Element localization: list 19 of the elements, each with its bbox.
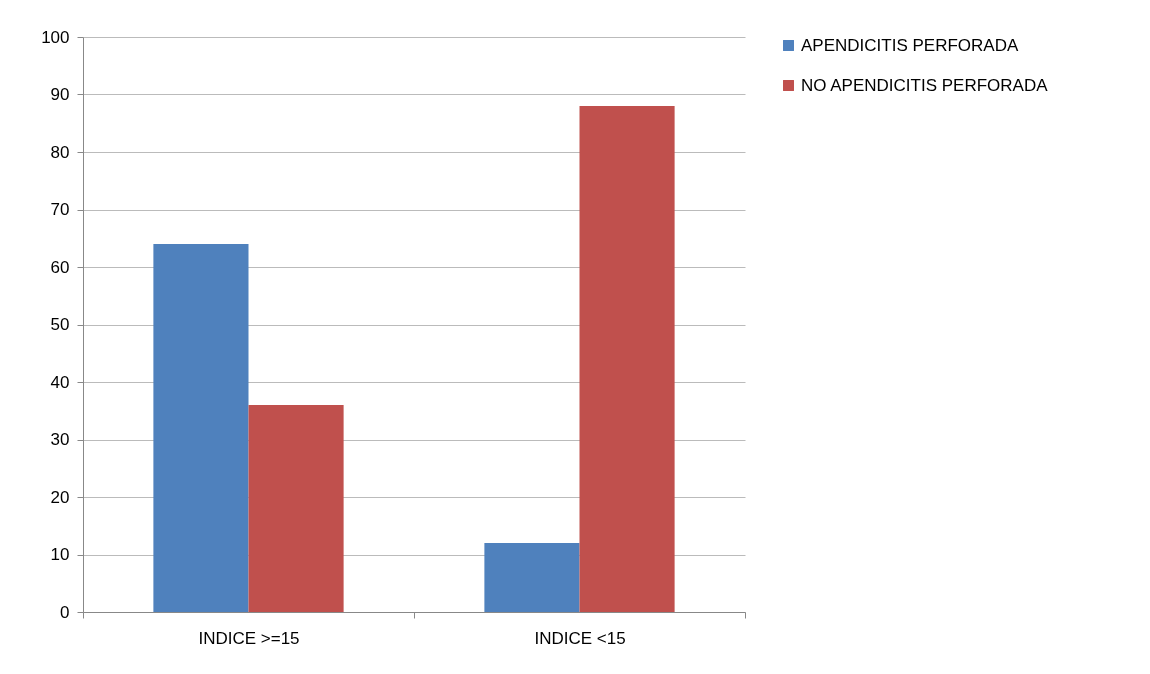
y-tick-label: 70 — [50, 200, 70, 219]
y-tick-label: 60 — [50, 257, 70, 277]
bar — [248, 405, 344, 612]
y-tick-label: 10 — [50, 545, 70, 564]
legend-label: NO APENDICITIS PERFORADA — [801, 75, 1049, 95]
x-tick-label: INDICE >=15 — [198, 628, 300, 648]
x-tick-label: INDICE <15 — [534, 628, 626, 648]
y-tick-label: 50 — [50, 315, 70, 334]
y-tick-label: 0 — [60, 602, 70, 622]
y-tick-label: 80 — [50, 142, 70, 162]
bar — [153, 244, 249, 612]
bar — [579, 106, 675, 612]
y-tick-label: 40 — [50, 372, 70, 392]
legend-label: APENDICITIS PERFORADA — [801, 35, 1019, 55]
y-tick-label: 90 — [50, 85, 70, 104]
y-tick-label: 30 — [50, 430, 70, 449]
y-tick-label: 100 — [41, 27, 70, 47]
y-tick-label: 20 — [50, 487, 70, 507]
bar — [484, 543, 580, 612]
